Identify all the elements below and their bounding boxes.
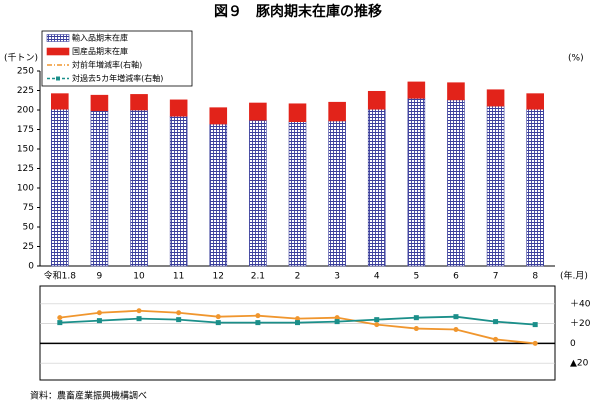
bar bbox=[328, 120, 346, 267]
line-marker bbox=[176, 317, 182, 323]
legend-label: 国産品期末在庫 bbox=[72, 46, 128, 56]
line-marker bbox=[96, 318, 102, 324]
bar bbox=[288, 121, 307, 267]
y2-axis-label: (%) bbox=[568, 54, 584, 64]
bar bbox=[447, 82, 465, 101]
line-marker bbox=[255, 313, 261, 319]
x-tick-label: 2 bbox=[295, 272, 301, 282]
x-tick-label: 11 bbox=[173, 272, 184, 282]
y-tick-label: 175 bbox=[17, 125, 34, 135]
lower-panel bbox=[39, 285, 556, 381]
line-marker bbox=[136, 316, 142, 322]
bar bbox=[130, 109, 148, 267]
bar bbox=[288, 103, 307, 123]
y-tick-label: 0 bbox=[28, 262, 34, 272]
source-note: 資料：農畜産業振興機構調べ bbox=[30, 390, 147, 402]
bar bbox=[130, 94, 148, 111]
line-marker bbox=[374, 322, 380, 328]
legend-label: 対前年増減率(右軸) bbox=[72, 60, 142, 70]
bar bbox=[526, 108, 544, 267]
y-tick-label: 25 bbox=[23, 242, 34, 252]
x-tick-label: 4 bbox=[374, 272, 380, 282]
x-tick-label: 7 bbox=[493, 272, 499, 282]
y-tick-label: 150 bbox=[17, 145, 34, 155]
line-marker bbox=[176, 310, 182, 316]
bar bbox=[328, 101, 346, 122]
y2-tick-label: ＋40 bbox=[570, 298, 591, 309]
chart-title: 図９ 豚肉期末在庫の推移 bbox=[214, 3, 382, 20]
y2-tick-label: ▲20 bbox=[570, 359, 589, 369]
line-marker bbox=[96, 310, 102, 316]
line-marker bbox=[374, 317, 380, 323]
y-tick-label: 75 bbox=[23, 203, 34, 213]
bar bbox=[367, 90, 386, 110]
line-marker bbox=[413, 326, 419, 332]
bar bbox=[407, 81, 426, 99]
bar bbox=[169, 99, 188, 117]
y-tick-label: 250 bbox=[17, 67, 34, 77]
line-marker bbox=[215, 314, 221, 320]
legend-swatch bbox=[46, 34, 70, 42]
y2-tick-label: ＋20 bbox=[570, 318, 591, 329]
line-marker bbox=[413, 315, 419, 321]
x-tick-label: 8 bbox=[532, 272, 538, 282]
bar bbox=[169, 115, 188, 267]
x-tick-label: 5 bbox=[413, 272, 419, 282]
line-marker bbox=[295, 316, 300, 322]
y-tick-label: 200 bbox=[17, 106, 34, 116]
x-tick-label: 9 bbox=[97, 272, 103, 282]
bar bbox=[249, 102, 267, 121]
x-tick-label: 令和1.8 bbox=[44, 270, 77, 282]
bar bbox=[209, 123, 228, 267]
line-marker bbox=[334, 319, 340, 325]
y-tick-label: 50 bbox=[23, 223, 35, 233]
line-marker bbox=[334, 315, 340, 321]
line-marker bbox=[215, 320, 221, 326]
bar bbox=[447, 99, 465, 267]
bar bbox=[526, 93, 544, 110]
y-tick-label: 125 bbox=[17, 164, 34, 174]
bar bbox=[249, 119, 267, 267]
bar bbox=[51, 93, 69, 110]
line-marker bbox=[57, 315, 63, 321]
bar bbox=[486, 89, 505, 107]
y-tick-label: 225 bbox=[17, 86, 34, 96]
legend-label: 対過去5カ年増減率(右軸) bbox=[72, 73, 163, 83]
x-tick-label: 10 bbox=[133, 272, 145, 282]
line-marker bbox=[493, 336, 499, 342]
x-tick-label: 3 bbox=[334, 272, 340, 282]
x-axis-label: (年.月) bbox=[560, 270, 588, 282]
bar bbox=[209, 107, 228, 125]
line-marker bbox=[532, 340, 538, 346]
line bbox=[59, 309, 536, 345]
y-tick-label: 100 bbox=[17, 184, 34, 194]
x-tick-label: 6 bbox=[453, 272, 459, 282]
legend-marker bbox=[56, 76, 60, 81]
line-marker bbox=[493, 319, 499, 325]
legend-label: 輸入品期末在庫 bbox=[72, 33, 128, 43]
line-marker bbox=[453, 314, 459, 320]
bar bbox=[90, 94, 109, 112]
line-marker bbox=[295, 320, 300, 326]
y2-tick-label: 0 bbox=[570, 339, 576, 349]
y-axis-label: (千トン) bbox=[4, 53, 38, 64]
bar bbox=[486, 105, 505, 267]
legend-swatch bbox=[46, 47, 70, 56]
x-tick-label: 12 bbox=[213, 272, 224, 282]
line-marker bbox=[136, 308, 142, 314]
bar bbox=[367, 108, 386, 267]
bar bbox=[407, 98, 426, 267]
line-marker bbox=[453, 327, 459, 333]
line-marker bbox=[532, 322, 538, 328]
bar bbox=[51, 108, 69, 267]
bar bbox=[90, 110, 109, 267]
line-marker bbox=[57, 320, 63, 326]
line-marker bbox=[255, 320, 261, 326]
x-tick-label: 2.1 bbox=[251, 272, 265, 282]
